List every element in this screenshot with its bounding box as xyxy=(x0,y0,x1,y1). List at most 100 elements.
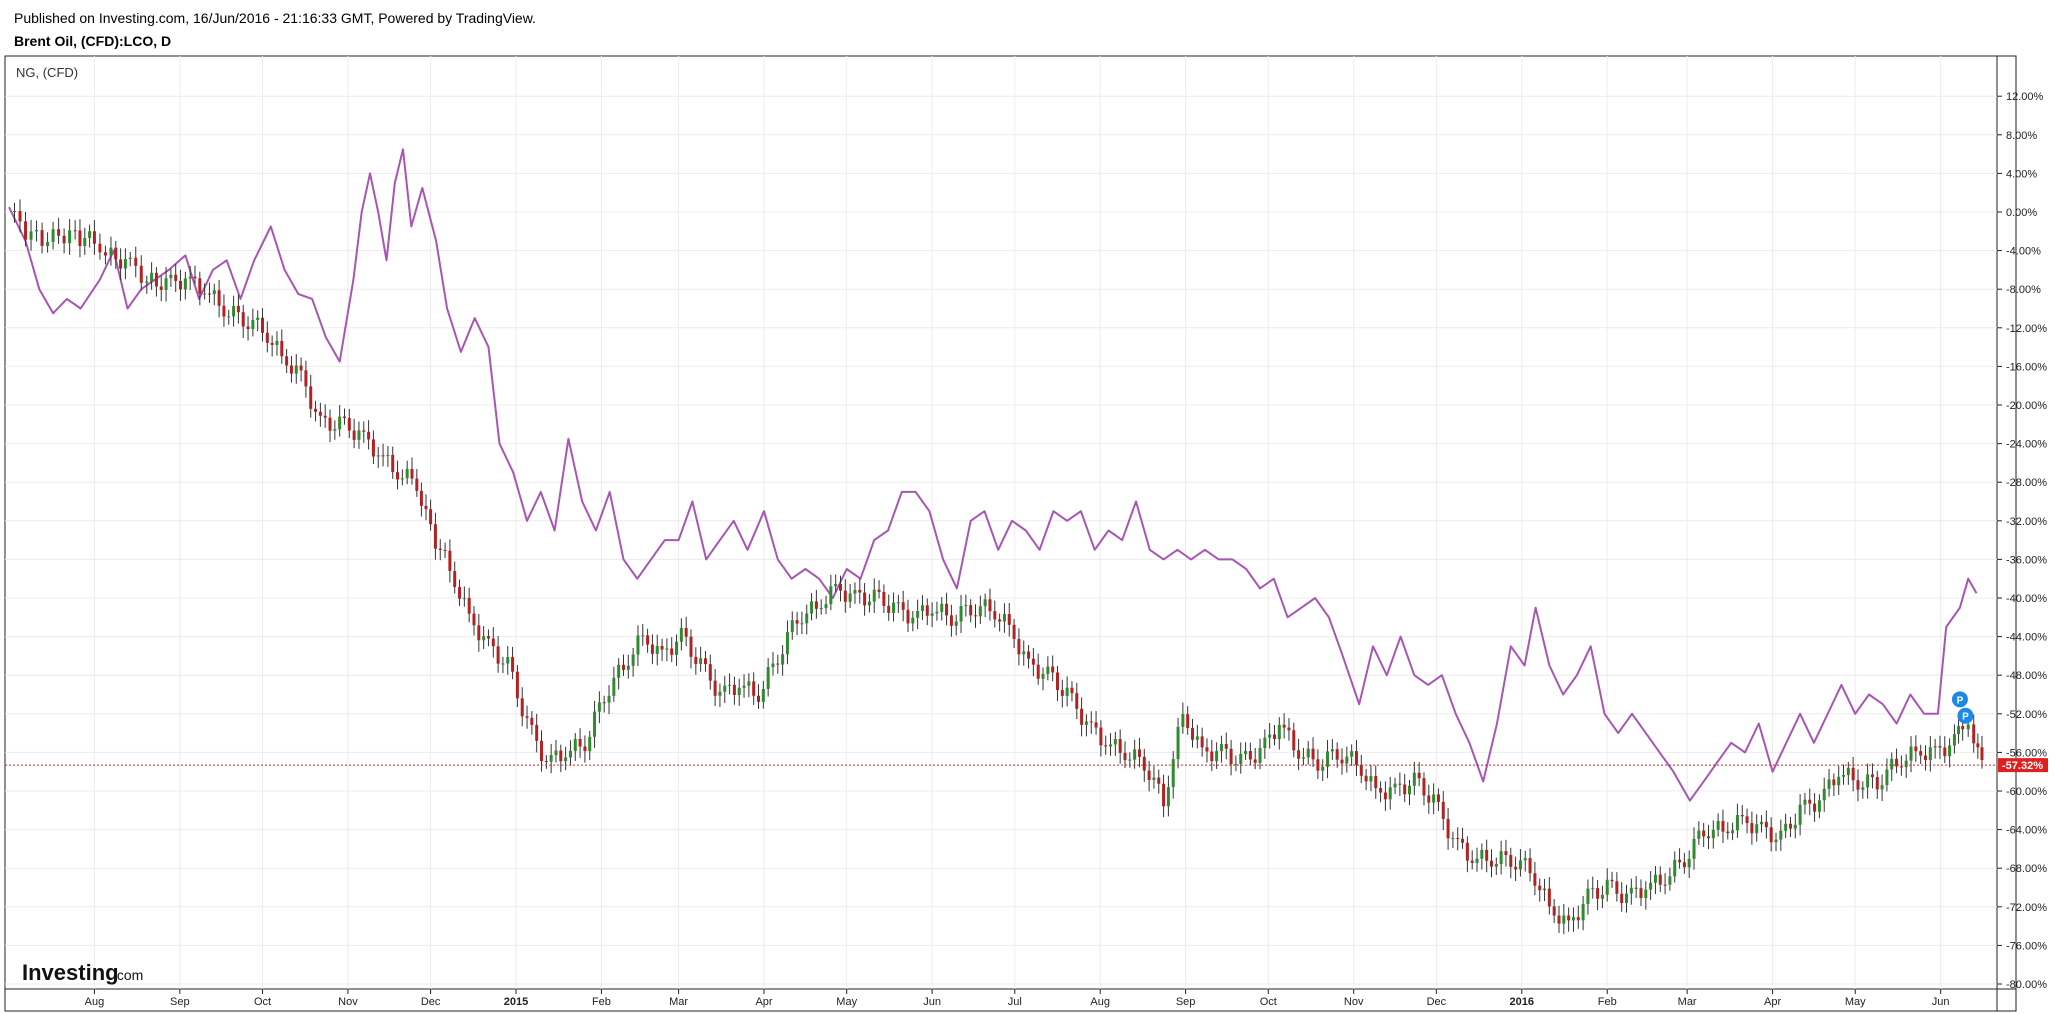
candle-body xyxy=(1803,799,1807,805)
candle-body xyxy=(1933,746,1937,748)
p-marker-circle xyxy=(1957,707,1974,724)
x-tick-label: Mar xyxy=(669,996,688,1008)
candle-body xyxy=(544,761,548,763)
candle-body xyxy=(333,429,337,431)
y-tick-label: -52.00% xyxy=(2006,709,2047,721)
candle-body xyxy=(227,316,231,318)
candle-body xyxy=(621,664,625,670)
candle-body xyxy=(1885,769,1889,786)
candle-body xyxy=(877,589,881,592)
x-tick-label: Jul xyxy=(1008,996,1022,1008)
brent-candles xyxy=(13,199,1984,935)
candle-body xyxy=(448,550,452,572)
candle-body xyxy=(1287,727,1291,731)
candle-body xyxy=(1875,777,1879,790)
candle-body xyxy=(1938,746,1942,748)
candle-body xyxy=(1605,879,1609,895)
candle-body xyxy=(280,340,284,357)
candle-body xyxy=(1538,885,1542,891)
x-tick-label: Jun xyxy=(923,996,941,1008)
candle-body xyxy=(978,606,982,617)
candle-body xyxy=(1976,743,1980,748)
candle-body xyxy=(901,602,905,610)
candle-body xyxy=(916,611,920,618)
candle-body xyxy=(294,365,298,374)
candle-body xyxy=(858,589,862,593)
candle-body xyxy=(1764,821,1768,828)
candle-body xyxy=(1239,754,1243,764)
candle-body xyxy=(549,755,553,762)
candle-body xyxy=(805,613,809,624)
candle-body xyxy=(188,276,192,279)
candle-body xyxy=(588,736,592,752)
candle-body xyxy=(790,620,794,633)
candle-body xyxy=(1870,774,1874,778)
candle-body xyxy=(1625,893,1629,904)
candle-body xyxy=(867,601,871,606)
candle-body xyxy=(906,609,910,624)
candle-body xyxy=(1745,816,1749,824)
candle-body xyxy=(1692,838,1696,859)
candle-body xyxy=(486,636,490,639)
candle-body xyxy=(1760,821,1764,825)
markers[interactable]: PP xyxy=(1951,691,1974,724)
candle-body xyxy=(838,583,842,591)
candle-body xyxy=(626,665,630,670)
y-tick-label: -72.00% xyxy=(2006,902,2047,914)
candle-body xyxy=(1191,728,1195,740)
candle-body xyxy=(1036,664,1040,679)
candle-body xyxy=(1321,766,1325,771)
candle-body xyxy=(62,235,66,244)
candle-body xyxy=(511,657,515,672)
candle-body xyxy=(1383,792,1387,800)
candle-body xyxy=(1432,794,1436,803)
candle-body xyxy=(119,259,123,269)
x-tick-label: 2015 xyxy=(504,996,528,1008)
candle-body xyxy=(1846,767,1850,776)
candle-body xyxy=(896,602,900,604)
candle-body xyxy=(515,671,519,699)
x-tick-label: Apr xyxy=(1764,996,1781,1008)
candle-body xyxy=(1629,887,1633,894)
candle-body xyxy=(429,509,433,525)
candle-body xyxy=(964,605,968,607)
candle-body xyxy=(154,272,158,287)
candle-body xyxy=(1571,917,1575,921)
candle-body xyxy=(1152,777,1156,780)
candle-body xyxy=(203,293,207,295)
candle-body xyxy=(29,231,33,240)
candle-body xyxy=(1528,858,1532,874)
candle-body xyxy=(1002,614,1006,622)
candle-body xyxy=(525,716,529,718)
candle-body xyxy=(1094,722,1098,728)
candle-body xyxy=(1518,860,1522,870)
candle-body xyxy=(1596,888,1600,899)
candle-body xyxy=(1412,772,1416,786)
candle-body xyxy=(217,290,221,306)
candle-body xyxy=(1697,830,1701,839)
candle-body xyxy=(246,326,250,330)
candle-body xyxy=(1272,734,1276,740)
candle-body xyxy=(57,229,61,236)
candle-body xyxy=(872,589,876,602)
candle-body xyxy=(1060,690,1064,696)
candle-body xyxy=(1856,780,1860,790)
candle-body xyxy=(1109,744,1113,747)
candle-body xyxy=(179,280,183,290)
candle-body xyxy=(1774,839,1778,843)
candle-body xyxy=(785,632,789,655)
candle-body xyxy=(670,648,674,655)
candle-body xyxy=(800,623,804,625)
candle-body xyxy=(945,603,949,616)
candle-body xyxy=(1031,658,1035,665)
candle-body xyxy=(1234,763,1238,765)
candle-body xyxy=(1904,760,1908,768)
candle-body xyxy=(1702,830,1706,837)
candle-body xyxy=(1417,772,1421,779)
candle-body xyxy=(1919,751,1923,756)
candle-body xyxy=(564,757,568,762)
candle-body xyxy=(1523,858,1527,861)
candle-body xyxy=(453,571,457,588)
candle-body xyxy=(1007,614,1011,625)
